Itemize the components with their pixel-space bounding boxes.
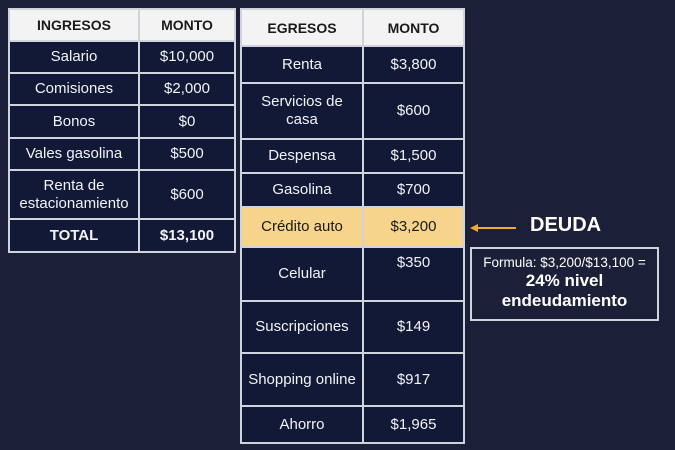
row-label: Suscripciones xyxy=(240,300,364,354)
table-row: Despensa $1,500 xyxy=(240,138,465,174)
highlighted-row: Crédito auto $3,200 xyxy=(240,206,465,248)
row-amount: $600 xyxy=(138,169,236,220)
total-amount: $13,100 xyxy=(138,218,236,253)
total-label: TOTAL xyxy=(8,218,140,253)
arrow-left-icon xyxy=(470,224,516,232)
row-label: Despensa xyxy=(240,138,364,174)
row-label: Gasolina xyxy=(240,172,364,208)
row-label: Ahorro xyxy=(240,405,364,444)
formula-box: Formula: $3,200/$13,100 = 24% nivel ende… xyxy=(470,247,659,321)
row-amount: $3,800 xyxy=(362,45,465,84)
row-label: Renta xyxy=(240,45,364,84)
row-amount: $0 xyxy=(138,104,236,139)
header-monto: MONTO xyxy=(362,8,465,47)
row-label: Servicios de casa xyxy=(240,82,364,140)
row-label: Shopping online xyxy=(240,352,364,407)
row-label: Vales gasolina xyxy=(8,137,140,171)
egresos-table: EGRESOS MONTO Renta $3,800 Servicios de ca… xyxy=(240,8,465,444)
row-label: Bonos xyxy=(8,104,140,139)
table-row: Salario $10,000 xyxy=(8,40,236,74)
table-row: Vales gasolina $500 xyxy=(8,137,236,171)
table-row: Gasolina $700 xyxy=(240,172,465,208)
table-row: Ahorro $1,965 xyxy=(240,405,465,444)
row-amount: $3,200 xyxy=(362,206,465,248)
row-amount: $600 xyxy=(362,82,465,140)
table-row: Comisiones $2,000 xyxy=(8,72,236,106)
deuda-label: DEUDA xyxy=(530,214,602,236)
formula-result: 24% nivel endeudamiento xyxy=(501,271,628,310)
row-amount: $917 xyxy=(362,352,465,407)
row-amount: $149 xyxy=(362,300,465,354)
row-label: Crédito auto xyxy=(240,206,364,248)
table-row: Servicios de casa $600 xyxy=(240,82,465,140)
table-row: Shopping online $917 xyxy=(240,352,465,407)
row-amount: $700 xyxy=(362,172,465,208)
header-egresos: EGRESOS xyxy=(240,8,364,47)
table-row: Suscripciones $149 xyxy=(240,300,465,354)
table-row: Bonos $0 xyxy=(8,104,236,139)
row-label: Comisiones xyxy=(8,72,140,106)
row-amount: $2,000 xyxy=(138,72,236,106)
ingresos-table: INGRESOS MONTO Salario $10,000 Comisiones $… xyxy=(8,8,236,253)
header-ingresos: INGRESOS xyxy=(8,8,140,42)
formula-text: Formula: $3,200/$13,100 = xyxy=(483,255,646,270)
row-label: Renta de estacionamiento xyxy=(8,169,140,220)
row-label: Salario xyxy=(8,40,140,74)
header-monto: MONTO xyxy=(138,8,236,42)
table-row: Renta $3,800 xyxy=(240,45,465,84)
table-row: Celular $350 xyxy=(240,246,465,302)
table-row: Renta de estacionamiento $600 xyxy=(8,169,236,220)
row-amount: $1,965 xyxy=(362,405,465,444)
row-amount: $10,000 xyxy=(138,40,236,74)
row-label: Celular xyxy=(240,246,364,302)
row-amount: $1,500 xyxy=(362,138,465,174)
total-row: TOTAL $13,100 xyxy=(8,218,236,253)
row-amount: $500 xyxy=(138,137,236,171)
row-amount: $350 xyxy=(362,246,465,302)
